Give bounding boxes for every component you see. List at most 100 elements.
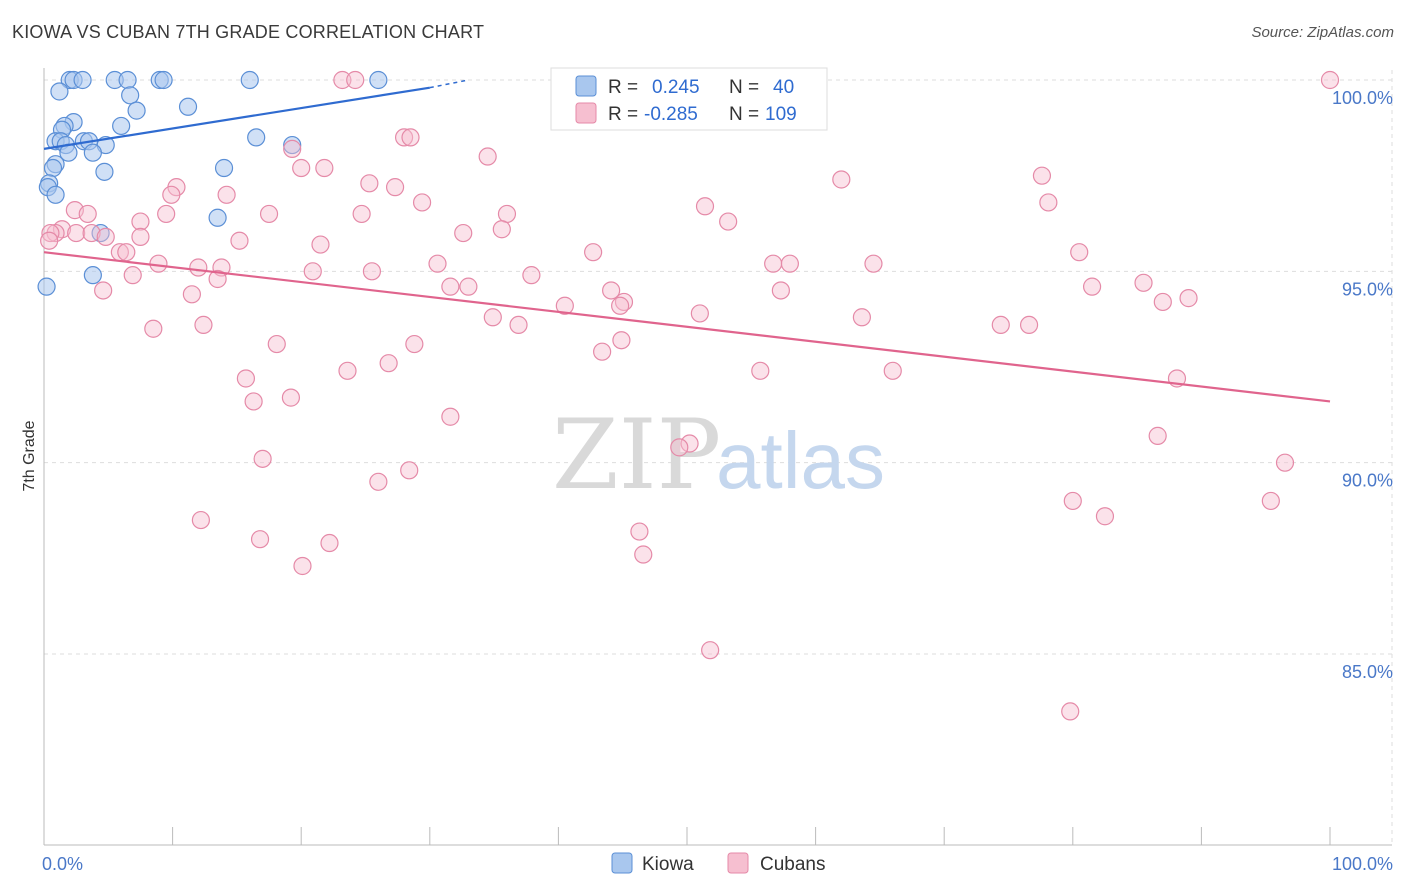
legend-stats-kiowa-swatch [575, 75, 597, 97]
kiowa-point [283, 135, 302, 155]
kiowa-point [118, 70, 137, 90]
kiowa-point [121, 86, 140, 105]
x-tick-labels: 0.0% 100.0% [42, 854, 1393, 874]
cubans-point [634, 545, 653, 564]
cubans-point [236, 369, 256, 388]
cubans-point [602, 281, 621, 300]
legend-cubans-n-value: 109 [765, 104, 797, 125]
kiowa-point [112, 116, 131, 136]
legend-stats-box [550, 67, 828, 131]
kiowa-point [46, 185, 65, 204]
cubans-point [832, 170, 851, 189]
kiowa-point [83, 266, 102, 285]
cubans-point [293, 556, 312, 576]
cubans-point [157, 204, 176, 224]
series-kiowa-points [37, 70, 388, 296]
cubans-point [509, 315, 528, 335]
cubans-point [162, 185, 181, 204]
y-tick-labels: 85.0% 90.0% 95.0% 100.0% [1332, 88, 1393, 682]
y-tick-label: 85.0% [1342, 662, 1393, 682]
kiowa-point [154, 70, 173, 90]
cubans-point [1153, 292, 1172, 312]
legend-series: Kiowa Cubans [611, 852, 826, 875]
cubans-point [360, 174, 379, 193]
kiowa-point [208, 208, 227, 227]
cubans-point [230, 231, 249, 250]
cubans-point [283, 139, 302, 158]
cubans-point [379, 354, 398, 373]
cubans-point [385, 178, 405, 197]
cubans-point [611, 296, 630, 315]
cubans-point [189, 258, 208, 277]
cubans-point [182, 285, 201, 304]
legend-cubans-r-label: R = [608, 104, 638, 125]
cubans-point [1134, 273, 1153, 292]
legend-kiowa-n-value: 40 [773, 77, 794, 98]
cubans-point [131, 212, 150, 231]
chart-title: KIOWA VS CUBAN 7TH GRADE CORRELATION CHA… [12, 22, 485, 42]
cubans-point [492, 220, 511, 239]
cubans-point [281, 388, 301, 407]
cubans-point [612, 331, 631, 350]
watermark: ZIP atlas [552, 399, 885, 511]
cubans-point [584, 243, 603, 262]
cubans-point [131, 227, 150, 246]
cubans-point [311, 235, 330, 254]
kiowa-trend-line [43, 86, 430, 150]
cubans-point [67, 223, 86, 243]
cubans-point [144, 319, 163, 338]
cubans-point [1320, 70, 1340, 90]
cubans-point [94, 281, 113, 300]
cubans-point [630, 522, 649, 541]
x-tick-label: 100.0% [1332, 854, 1393, 874]
legend-kiowa-label: Kiowa [642, 854, 694, 875]
kiowa-trend-extension [429, 79, 469, 89]
legend-cubans-r-value: -0.285 [644, 104, 698, 125]
cubans-point [428, 254, 447, 273]
cubans-point [96, 227, 115, 246]
kiowa-point [37, 277, 56, 296]
cubans-point [883, 361, 902, 380]
cubans-point [333, 70, 352, 90]
cubans-point [701, 641, 720, 660]
kiowa-point [247, 128, 266, 147]
cubans-point [1082, 277, 1102, 296]
cubans-point [292, 158, 311, 178]
cubans-point [149, 254, 168, 273]
cubans-point [497, 204, 517, 224]
kiowa-point [73, 70, 92, 90]
cubans-point [117, 243, 136, 262]
cubans-point [780, 254, 799, 273]
cubans-point [1095, 507, 1115, 526]
cubans-point [483, 308, 502, 327]
cubans-point [303, 262, 322, 281]
cubans-point [208, 269, 227, 289]
cubans-point [217, 185, 236, 204]
cubans-point [394, 128, 414, 147]
kiowa-point [178, 97, 198, 116]
watermark-atlas: atlas [716, 416, 885, 505]
legend-cubans-label: Cubans [760, 854, 826, 875]
legend-kiowa-r-label: R = [608, 77, 638, 98]
legend-kiowa-n-label: N = [729, 77, 759, 98]
kiowa-point [369, 70, 388, 90]
axes [43, 68, 1392, 846]
cubans-point [352, 204, 371, 224]
kiowa-point [95, 162, 114, 181]
cubans-point [1039, 193, 1058, 212]
y-tick-label: 90.0% [1342, 471, 1393, 491]
cubans-point [1261, 491, 1280, 511]
cubans-point [82, 223, 101, 243]
cubans-point [1275, 453, 1295, 472]
cubans-point [1032, 166, 1052, 185]
cubans-point [593, 342, 612, 361]
cubans-point [764, 254, 783, 273]
cubans-point [320, 533, 339, 553]
legend-stats-cubans-swatch [575, 102, 597, 124]
cubans-point [1061, 702, 1080, 721]
cubans-point [459, 277, 478, 296]
cubans-point [40, 231, 59, 250]
legend-kiowa-r-value: 0.245 [652, 77, 700, 98]
trend-lines [43, 79, 1331, 403]
cubans-point [405, 334, 424, 354]
